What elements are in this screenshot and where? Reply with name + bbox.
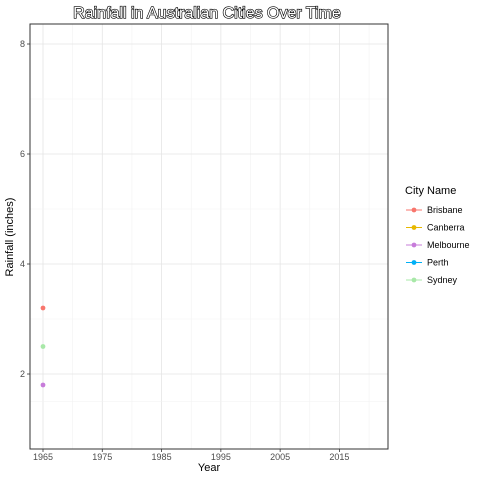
x-tick-label: 2005 [270,452,290,462]
plot-border [29,23,389,450]
data-point-brisbane [40,305,46,311]
y-tick-label: 4 [20,259,25,269]
x-tick-label: 1985 [152,452,172,462]
legend-label-brisbane: Brisbane [427,205,463,215]
y-tick-label: 2 [20,369,25,379]
legend-label-sydney: Sydney [427,275,458,285]
y-axis-title: Rainfall (inches) [4,198,16,277]
legend-items: Brisbane Canberra Melbourne Perth Sydney [406,205,470,285]
y-tick-label: 8 [20,39,25,49]
legend-label-melbourne: Melbourne [427,240,470,250]
x-axis-title: Year [198,462,221,474]
legend-title: City Name [405,185,456,197]
legend-key-point-perth [411,260,417,265]
x-tick-label: 2015 [329,452,349,462]
legend: City Name Brisbane Canberra Melbourne Perth… [405,185,470,285]
data-point-sydney [40,344,46,349]
data-points [40,305,46,388]
x-tick-label: 1965 [33,452,53,462]
legend-key-point-brisbane [411,207,417,213]
legend-label-perth: Perth [427,258,449,268]
legend-key-point-sydney [411,277,417,283]
chart-title: Rainfall in Australian Cities Over Time [73,5,341,22]
grid-lines [30,24,388,449]
legend-label-canberra: Canberra [427,223,465,233]
x-tick-label: 1975 [92,452,112,462]
legend-key-point-melbourne [411,242,417,248]
plot-panel [30,24,388,449]
y-tick-label: 6 [20,149,25,159]
data-point-melbourne [40,382,46,388]
axis-tick-labels: 1965 1975 1985 1995 2005 2015 2 4 6 8 [20,39,349,462]
x-tick-label: 1995 [211,452,231,462]
legend-key-point-canberra [411,225,417,230]
